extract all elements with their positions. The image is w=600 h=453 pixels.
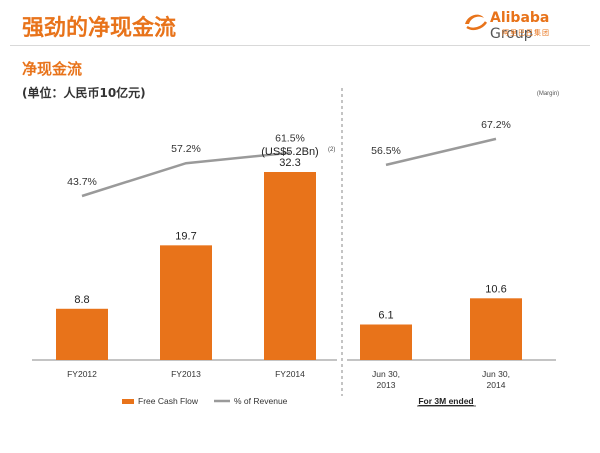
- section-title: 净现金流: [22, 60, 83, 78]
- logo-sub-text: 阿里巴巴集团: [502, 29, 550, 37]
- pct-label: 57.2%: [171, 143, 201, 155]
- legend-label: Free Cash Flow: [138, 396, 199, 406]
- category-label: Jun 30,: [482, 369, 510, 379]
- alibaba-group-logo: Alibaba Group 阿里巴巴集团: [462, 8, 590, 42]
- usd-annotation: (US$5.2Bn): [261, 146, 318, 158]
- category-label: FY2012: [67, 369, 97, 379]
- revenue-pct-line: [385, 137, 497, 167]
- bar: [470, 298, 522, 360]
- bar-value-label: 10.6: [485, 283, 506, 295]
- category-label: 2014: [487, 380, 506, 390]
- bar-value-label: 8.8: [74, 294, 89, 306]
- unit-label: (单位：人民币10亿元): [22, 86, 146, 100]
- legend-swatch-bar: [122, 399, 134, 404]
- category-label: FY2014: [275, 369, 305, 379]
- category-label: Jun 30,: [372, 369, 400, 379]
- header-divider: [10, 45, 590, 46]
- logo-brand-text: Alibaba Group: [490, 10, 550, 42]
- legend-label: % of Revenue: [234, 396, 288, 406]
- group-label: For 3M ended: [418, 396, 473, 406]
- pct-label: 43.7%: [67, 176, 97, 188]
- margin-annotation: (Margin): [537, 91, 559, 97]
- pct-label: 67.2%: [481, 119, 511, 131]
- bar-value-label: 32.3: [279, 157, 300, 169]
- bar: [360, 324, 412, 360]
- page-title: 强劲的净现金流: [22, 16, 177, 41]
- footnote-marker: (2): [328, 147, 335, 153]
- alibaba-smile-icon: [465, 14, 488, 31]
- bar: [56, 308, 108, 360]
- revenue-pct-line: [81, 151, 291, 198]
- bar: [264, 172, 316, 360]
- category-label: FY2013: [171, 369, 201, 379]
- bar-value-label: 19.7: [175, 230, 196, 242]
- pct-label: 56.5%: [371, 145, 401, 157]
- bar-value-label: 6.1: [378, 309, 393, 321]
- bar: [160, 245, 212, 360]
- category-label: 2013: [377, 380, 396, 390]
- pct-label: 61.5%: [275, 133, 305, 145]
